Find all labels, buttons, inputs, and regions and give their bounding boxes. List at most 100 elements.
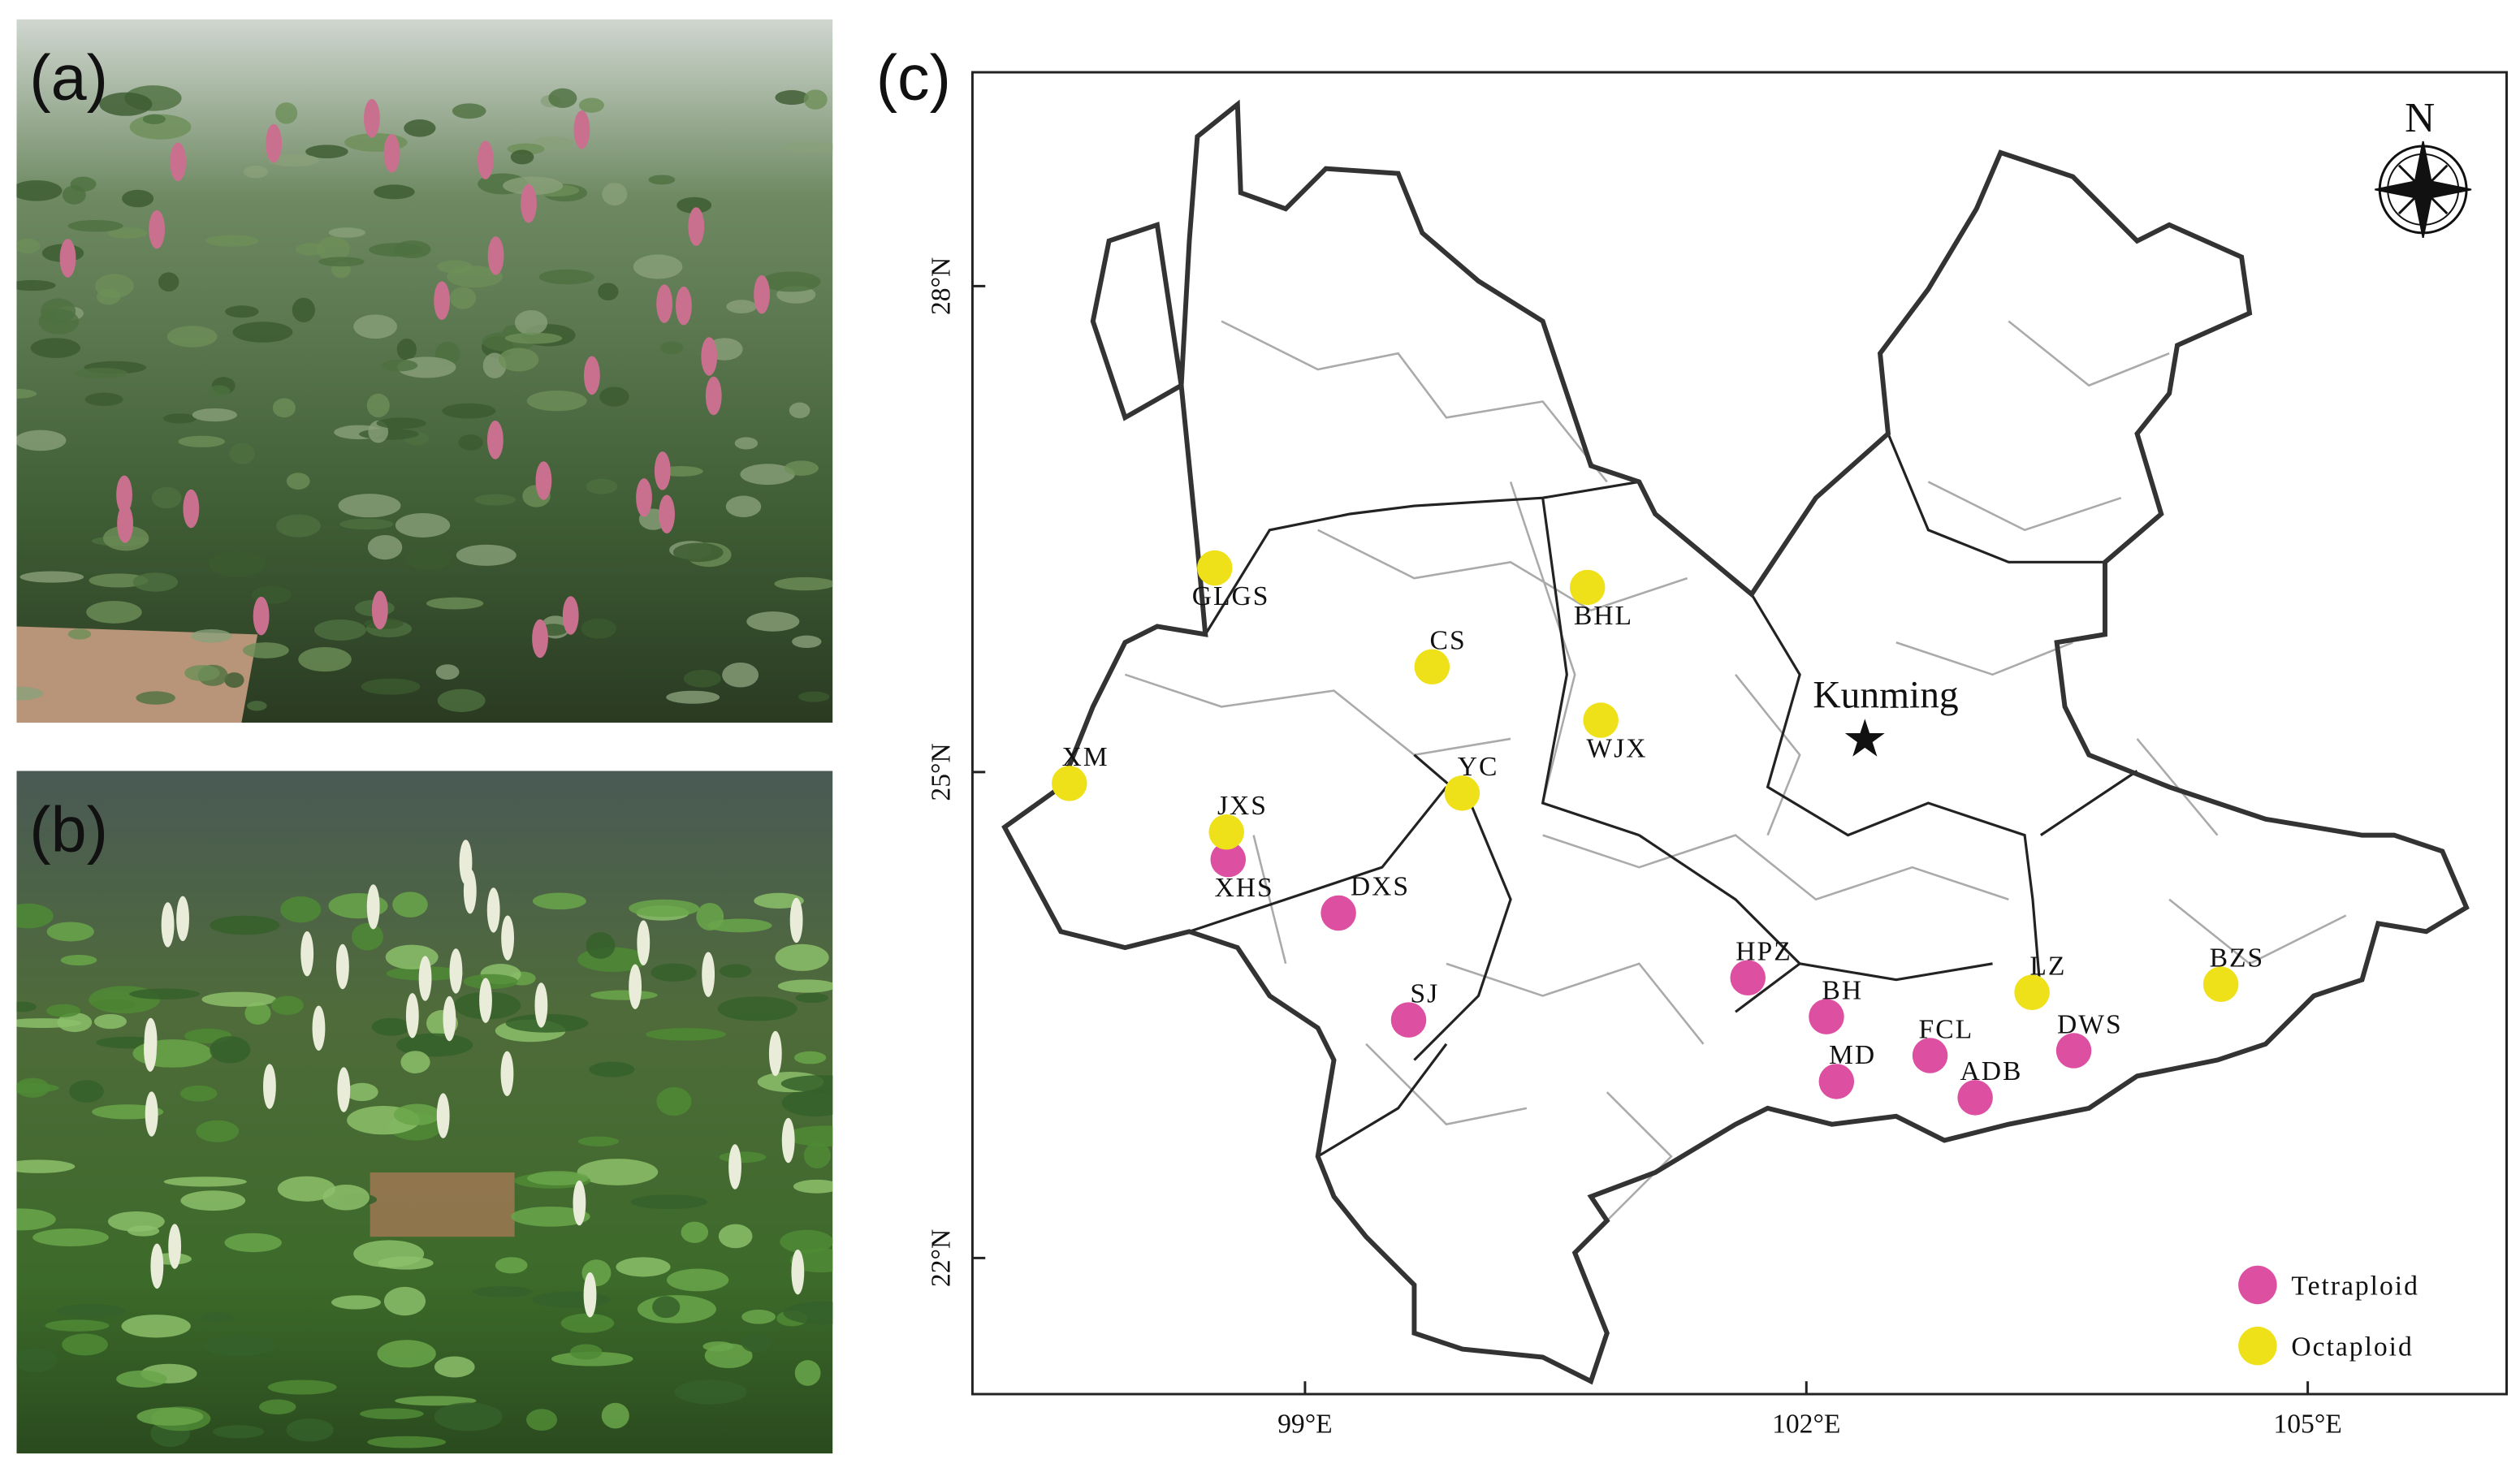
leaf xyxy=(586,478,618,494)
photo-b xyxy=(16,771,833,1454)
leaf xyxy=(95,274,134,299)
leaf xyxy=(270,995,304,1016)
leaf xyxy=(286,1418,334,1442)
leaf xyxy=(280,896,322,923)
flower-spike xyxy=(654,451,671,490)
flower-spike xyxy=(705,376,722,416)
leaf xyxy=(67,628,92,640)
leaf xyxy=(286,473,310,490)
leaf xyxy=(452,103,486,119)
leaf xyxy=(740,464,795,486)
flower-spike xyxy=(266,123,283,163)
flower-spike xyxy=(535,461,552,500)
site-label: FCL xyxy=(1919,1014,1974,1044)
panel-label: (b) xyxy=(29,792,108,865)
leaf xyxy=(696,902,724,931)
leaf xyxy=(314,620,366,641)
site-label: BHL xyxy=(1574,601,1633,631)
leaf xyxy=(205,235,259,247)
flower-spike xyxy=(183,489,200,529)
flower-spike xyxy=(521,184,537,223)
leaf xyxy=(746,611,800,632)
leaf xyxy=(793,1051,827,1064)
leaf xyxy=(683,669,721,688)
leaf xyxy=(93,1013,127,1030)
leaf xyxy=(67,220,123,232)
flower-spike xyxy=(702,952,715,997)
leaf xyxy=(242,642,289,658)
leaf xyxy=(210,915,280,935)
legend-label: Octaploid xyxy=(2291,1332,2413,1362)
leaf xyxy=(616,1257,671,1277)
leaf xyxy=(798,691,830,702)
flower-spike xyxy=(116,475,132,515)
leaf xyxy=(16,1159,76,1173)
leaf xyxy=(785,1125,833,1147)
leaf xyxy=(383,1286,426,1316)
leaf xyxy=(741,1333,772,1353)
leaf xyxy=(774,576,833,591)
leaf xyxy=(361,678,421,695)
flower-spike xyxy=(532,619,548,658)
prefecture-boundaries xyxy=(1188,433,2138,1158)
site-marker xyxy=(1052,766,1087,801)
site-label: XHS xyxy=(1214,873,1273,903)
leaf xyxy=(577,1136,620,1146)
leaf xyxy=(142,114,166,124)
leaf xyxy=(213,1425,265,1439)
leaf xyxy=(74,367,128,379)
flower-spike xyxy=(300,931,314,977)
leaf xyxy=(781,1089,833,1117)
leaf xyxy=(56,1304,126,1319)
site-label: SJ xyxy=(1410,978,1439,1008)
leaf xyxy=(404,119,436,137)
site-marker xyxy=(1730,960,1766,996)
leaf xyxy=(267,1379,337,1395)
leaf xyxy=(393,1103,441,1126)
leaf xyxy=(331,1295,381,1310)
leaf xyxy=(793,1179,833,1194)
site-label: BZS xyxy=(2210,943,2265,973)
flower-spike xyxy=(584,356,600,395)
x-tick-label: 102°E xyxy=(1772,1409,1840,1439)
flower-spike xyxy=(728,1144,741,1190)
leaf xyxy=(258,1399,296,1415)
flower-spike xyxy=(534,982,548,1028)
leaf xyxy=(232,322,293,343)
leaf xyxy=(318,257,365,267)
flower-spike xyxy=(366,884,380,930)
leaf xyxy=(725,495,762,518)
leaf xyxy=(396,1033,473,1057)
leaf xyxy=(447,266,503,288)
leaf xyxy=(62,185,86,205)
leaf xyxy=(16,179,63,201)
flower-spike xyxy=(629,964,642,1009)
leaf xyxy=(780,1075,833,1093)
leaf xyxy=(586,932,616,959)
flower-spike xyxy=(701,337,718,376)
leaf xyxy=(718,1224,753,1249)
leaf xyxy=(473,1286,533,1297)
site-label: DWS xyxy=(2057,1009,2123,1039)
leaf xyxy=(458,434,483,451)
site-label: MD xyxy=(1829,1040,1876,1070)
leaf xyxy=(781,141,833,153)
flower-spike xyxy=(676,286,692,326)
leaf xyxy=(374,184,415,200)
leaf xyxy=(589,1061,635,1077)
leaf xyxy=(295,243,326,256)
leaf xyxy=(499,348,539,372)
flower-spike xyxy=(500,1051,514,1097)
leaf xyxy=(163,1177,247,1187)
wall xyxy=(370,1172,515,1237)
flower-spike xyxy=(486,887,500,933)
leaf xyxy=(208,551,266,577)
leaf xyxy=(577,1159,659,1185)
leaf xyxy=(180,1190,246,1211)
leaf xyxy=(244,1001,271,1025)
leaf xyxy=(247,701,267,711)
leaf xyxy=(41,298,76,324)
leaf xyxy=(202,1312,235,1323)
flower-spike xyxy=(59,239,76,278)
leaf xyxy=(719,1151,767,1164)
